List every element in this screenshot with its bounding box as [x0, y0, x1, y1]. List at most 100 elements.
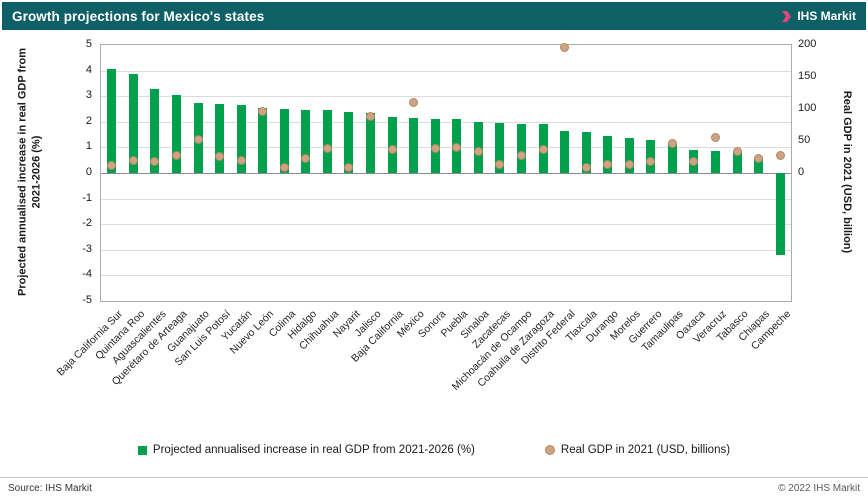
y-axis-tick-left: -5	[82, 294, 92, 306]
y-axis-tick-left: -4	[82, 268, 92, 281]
gridline	[101, 96, 791, 98]
bar	[754, 157, 764, 173]
y-axis-tick-right: 0	[798, 166, 805, 178]
gridline	[101, 70, 791, 72]
bar	[603, 135, 613, 173]
bar	[581, 132, 591, 173]
y-axis-tick-right: 200	[798, 38, 817, 50]
legend-item-bars: Projected annualised increase in real GD…	[137, 444, 475, 456]
y-axis-tick-left: 4	[85, 63, 92, 76]
bar	[387, 116, 397, 173]
gridline	[101, 249, 791, 251]
dot-swatch-icon	[544, 445, 555, 455]
gdp-dot	[430, 144, 440, 154]
gdp-dot	[344, 163, 354, 173]
bar	[301, 110, 311, 173]
gridline	[101, 198, 791, 200]
ihs-markit-logo: IHS Markit	[781, 9, 856, 23]
y-axis-tick-left: -1	[82, 191, 92, 204]
gdp-dot	[646, 156, 656, 166]
bar	[150, 88, 160, 173]
y-axis-tick-left: -2	[82, 217, 92, 230]
gdp-dot	[150, 156, 160, 166]
bar	[516, 124, 526, 173]
bar	[646, 139, 656, 173]
bar	[279, 109, 289, 173]
gdp-dot	[193, 135, 203, 145]
bar	[236, 105, 246, 173]
y-axis-tick-right: 150	[798, 70, 817, 82]
source-note: Source: IHS Markit	[8, 483, 92, 494]
brand-chevron-icon	[782, 10, 792, 22]
gdp-dot	[495, 159, 505, 169]
chart-title: Growth projections for Mexico's states	[12, 8, 265, 24]
legend-item-dots: Real GDP in 2021 (USD, billions)	[544, 444, 731, 456]
gdp-dot	[689, 156, 699, 166]
gdp-dot	[538, 145, 548, 155]
gdp-dot	[732, 146, 742, 156]
copyright-note: © 2022 IHS Markit	[778, 483, 860, 494]
zero-gridline	[101, 173, 791, 174]
footer: Source: IHS Markit © 2022 IHS Markit	[0, 477, 868, 502]
gdp-dot	[560, 43, 570, 53]
gdp-dot	[258, 107, 268, 117]
gdp-dot	[603, 160, 613, 170]
gridline	[101, 275, 791, 277]
y-axis-tick-left: 2	[85, 114, 92, 127]
gdp-dot	[171, 150, 181, 160]
gdp-dot	[236, 155, 246, 165]
gdp-dot	[322, 144, 332, 154]
bar	[344, 111, 354, 173]
bar	[409, 117, 419, 173]
bar-swatch-icon	[137, 445, 147, 455]
gridline	[101, 224, 791, 226]
gdp-dot	[711, 133, 721, 143]
gdp-dot	[387, 145, 397, 155]
bar	[215, 103, 225, 173]
bar	[560, 130, 570, 173]
y-axis-tick-left: 5	[85, 38, 92, 50]
gridline	[101, 147, 791, 149]
bar	[732, 151, 742, 173]
gdp-dot	[366, 112, 376, 122]
bar	[366, 112, 376, 173]
bar	[624, 138, 634, 173]
plot-area	[100, 43, 792, 302]
gdp-dot	[409, 98, 419, 108]
bar	[495, 123, 505, 173]
gridline	[101, 121, 791, 123]
legend: Projected annualised increase in real GD…	[0, 444, 868, 456]
gdp-dot	[516, 150, 526, 160]
bar	[775, 173, 785, 255]
legend-label-bars: Projected annualised increase in real GD…	[152, 444, 475, 456]
y-axis-tick-left: 3	[85, 89, 92, 102]
bar	[711, 151, 721, 173]
bar	[322, 110, 332, 173]
header-bar: Growth projections for Mexico's states I…	[2, 2, 866, 30]
y-axis-tick-left: 0	[85, 166, 92, 178]
y-axis-tick-right: 100	[798, 102, 817, 114]
bar	[128, 74, 138, 173]
gdp-dot	[452, 142, 462, 152]
gdp-dot	[128, 155, 138, 165]
bar	[258, 107, 268, 173]
gdp-dot	[473, 147, 483, 157]
gdp-dot	[667, 139, 677, 149]
brand-text: IHS Markit	[797, 9, 856, 23]
gdp-dot	[581, 163, 591, 173]
bar	[171, 94, 181, 173]
bar	[667, 143, 677, 173]
bar	[107, 69, 117, 173]
y-axis-tick-right: 50	[798, 134, 811, 146]
legend-label-dots: Real GDP in 2021 (USD, billions)	[560, 444, 731, 456]
gdp-dot	[279, 163, 289, 173]
gdp-dot	[215, 151, 225, 161]
gdp-dot	[107, 160, 117, 170]
gdp-dot	[301, 154, 311, 164]
y-axis-tick-left: 1	[85, 140, 92, 153]
gdp-dot	[775, 150, 785, 160]
gdp-dot	[754, 154, 764, 164]
gdp-dot	[624, 160, 634, 170]
y-axis-tick-left: -3	[82, 242, 92, 255]
